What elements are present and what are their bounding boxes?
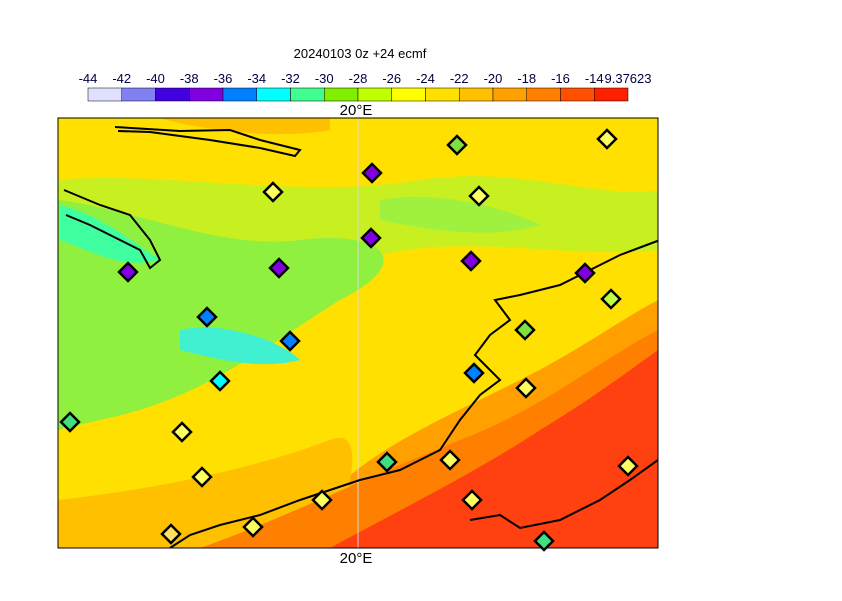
colorbar-label: -32	[281, 71, 300, 86]
observation-marker	[191, 466, 213, 488]
colorbar-box	[459, 87, 494, 102]
observation-marker	[360, 227, 382, 249]
colorbar-box	[324, 87, 359, 102]
field-patch	[180, 327, 300, 365]
observation-marker	[574, 262, 596, 284]
top-label: 20°E	[340, 102, 373, 119]
observation-marker	[463, 362, 485, 384]
colorbar-label: -26	[382, 71, 401, 86]
colorbar-box	[526, 87, 561, 102]
observation-marker	[514, 319, 536, 341]
colorbar-box	[87, 87, 122, 102]
colorbar-label: -28	[349, 71, 368, 86]
colorbar-box	[492, 87, 527, 102]
observation-marker	[460, 250, 482, 272]
observation-marker	[596, 128, 618, 150]
field-patch	[380, 196, 540, 233]
colorbar-box	[391, 87, 426, 102]
observation-marker	[242, 516, 264, 538]
field-patch	[58, 118, 330, 135]
colorbar-box	[189, 87, 224, 102]
observation-marker	[468, 185, 490, 207]
observation-marker	[376, 451, 398, 473]
observation-marker	[515, 377, 537, 399]
colorbar-label: -22	[450, 71, 469, 86]
field-patch	[330, 350, 658, 548]
colorbar-label: -30	[315, 71, 334, 86]
title: 20240103 0z +24 ecmf	[294, 46, 427, 61]
observations	[59, 128, 639, 552]
colorbar-box	[121, 87, 156, 102]
colorbar-box	[155, 87, 190, 102]
colorbar-label: -38	[180, 71, 199, 86]
colorbar-label: -34	[247, 71, 266, 86]
colorbar-label: -18	[517, 71, 536, 86]
map-frame	[57, 117, 659, 549]
colorbar-box	[357, 87, 392, 102]
observation-marker	[361, 162, 383, 184]
field	[58, 118, 658, 548]
colorbar-label: 9.37623	[605, 71, 652, 86]
colorbar-label: -40	[146, 71, 165, 86]
observation-marker	[439, 449, 461, 471]
observation-marker	[446, 134, 468, 156]
observation-marker	[117, 261, 139, 283]
colorbar-label: -42	[112, 71, 131, 86]
colorbar: -44 -42 -40 -38 -36 -34 -32 -30 -28 -26 -24 -22 -20-…	[79, 71, 652, 102]
colorbar-label: -16	[551, 71, 570, 86]
colorbar-box	[222, 87, 257, 102]
colorbar-label: -36	[214, 71, 233, 86]
colorbar-label: -20	[484, 71, 503, 86]
colorbar-label: -14	[585, 71, 604, 86]
coastline	[63, 126, 658, 548]
observation-marker	[461, 489, 483, 511]
observation-marker	[279, 330, 301, 352]
observation-marker	[160, 523, 182, 545]
colorbar-box	[256, 87, 291, 102]
observation-marker	[600, 288, 622, 310]
observation-marker	[311, 489, 333, 511]
colorbar-box	[560, 87, 595, 102]
observation-marker	[268, 257, 290, 279]
colorbar-box	[290, 87, 325, 102]
observation-marker	[533, 530, 555, 552]
colorbar-box	[594, 87, 629, 102]
bottom-label: 20°E	[340, 550, 373, 567]
observation-marker	[171, 421, 193, 443]
colorbar-label: -24	[416, 71, 435, 86]
colorbar-box	[425, 87, 460, 102]
observation-marker	[209, 370, 231, 392]
observation-marker	[617, 455, 639, 477]
observation-marker	[196, 306, 218, 328]
observation-marker	[59, 411, 81, 433]
observation-marker	[262, 181, 284, 203]
colorbar-label: -44	[79, 71, 98, 86]
